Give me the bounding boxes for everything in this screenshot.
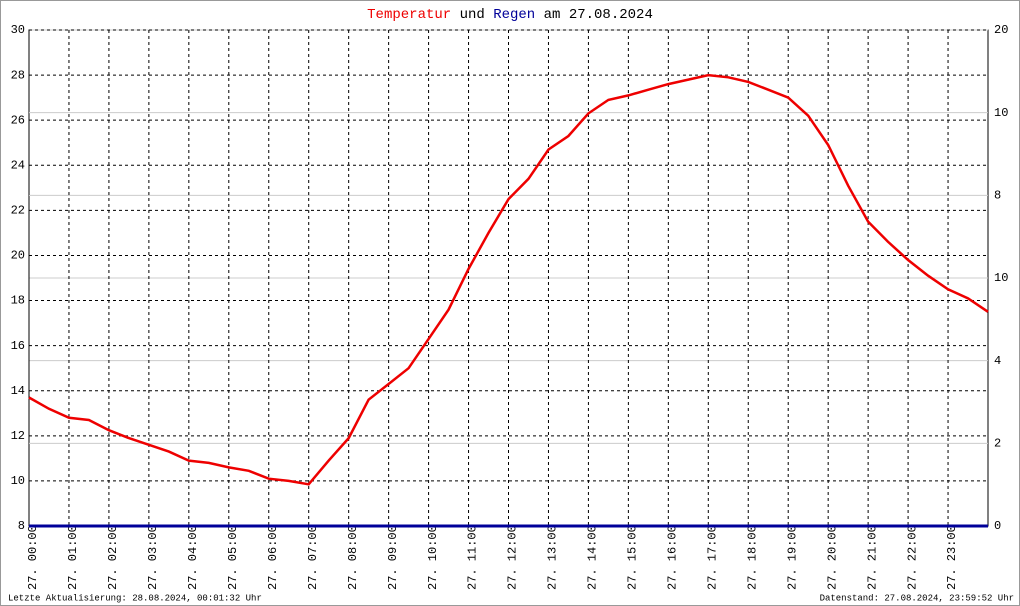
y2-tick-label: 2	[994, 437, 1001, 451]
footer-right: Datenstand: 27.08.2024, 23:59:52 Uhr	[820, 593, 1014, 603]
x-tick-label: 27. 08:00	[346, 525, 360, 590]
y2-tick-label: 4	[994, 354, 1001, 368]
x-tick-label: 27. 22:00	[905, 525, 919, 590]
y-tick-label: 10	[11, 474, 25, 488]
x-tick-label: 27. 23:00	[945, 525, 959, 590]
y-tick-label: 14	[11, 384, 25, 398]
y-tick-label: 22	[11, 204, 25, 218]
x-tick-label: 27. 11:00	[466, 525, 480, 590]
y-tick-label: 18	[11, 294, 25, 308]
y2-tick-label: 20	[994, 23, 1008, 37]
x-tick-label: 27. 12:00	[506, 525, 520, 590]
x-tick-label: 27. 14:00	[586, 525, 600, 590]
x-tick-label: 27. 09:00	[386, 525, 400, 590]
footer-left: Letzte Aktualisierung: 28.08.2024, 00:01…	[8, 593, 262, 603]
y-tick-label: 24	[11, 158, 25, 172]
title-temp: Temperatur	[367, 7, 451, 23]
y2-tick-label: 8	[994, 189, 1001, 203]
x-tick-label: 27. 18:00	[745, 525, 759, 590]
x-tick-label: 27. 13:00	[546, 525, 560, 590]
x-tick-label: 27. 01:00	[66, 525, 80, 590]
y-tick-label: 8	[18, 519, 25, 533]
x-tick-label: 27. 00:00	[26, 525, 40, 590]
x-tick-label: 27. 07:00	[306, 525, 320, 590]
y-tick-label: 12	[11, 429, 25, 443]
x-tick-label: 27. 10:00	[426, 525, 440, 590]
y2-tick-label: 0	[994, 519, 1001, 533]
y2-tick-label: 10	[994, 106, 1008, 120]
x-tick-label: 27. 21:00	[865, 525, 879, 590]
y-tick-label: 26	[11, 113, 25, 127]
x-tick-label: 27. 19:00	[785, 525, 799, 590]
title-date: am 27.08.2024	[544, 7, 653, 23]
x-tick-label: 27. 06:00	[266, 525, 280, 590]
x-tick-label: 27. 04:00	[186, 525, 200, 590]
x-tick-label: 27. 15:00	[626, 525, 640, 590]
x-tick-label: 27. 16:00	[666, 525, 680, 590]
title-rain: Regen	[493, 7, 535, 23]
chart-title: Temperatur und Regen am 27.08.2024	[367, 7, 653, 23]
y-tick-label: 16	[11, 339, 25, 353]
x-tick-label: 27. 20:00	[825, 525, 839, 590]
y-tick-label: 28	[11, 68, 25, 82]
x-tick-label: 27. 02:00	[106, 525, 120, 590]
title-joiner: und	[460, 7, 485, 23]
y-tick-label: 20	[11, 249, 25, 263]
x-tick-label: 27. 17:00	[705, 525, 719, 590]
y2-tick-label: 10	[994, 271, 1008, 285]
series-line	[28, 73, 989, 486]
x-tick-label: 27. 03:00	[146, 525, 160, 590]
x-tick-label: 27. 05:00	[226, 525, 240, 590]
y-tick-label: 30	[11, 23, 25, 37]
